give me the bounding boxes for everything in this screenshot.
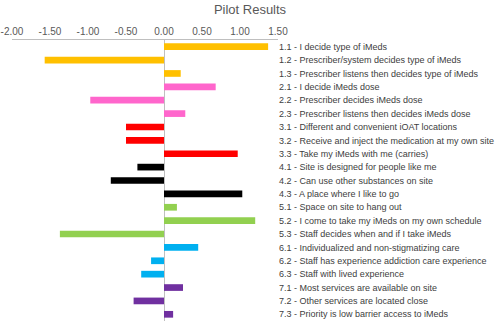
svg-text:4.3 - A place where I like to: 4.3 - A place where I like to go	[279, 189, 399, 199]
svg-text:7.2 - Other services are locat: 7.2 - Other services are located close	[279, 296, 428, 306]
svg-text:1.3 - Prescriber listens then: 1.3 - Prescriber listens then decides ty…	[279, 69, 479, 79]
svg-text:2.1 - I decide iMeds dose: 2.1 - I decide iMeds dose	[279, 82, 380, 92]
svg-text:1.2 - Prescriber/system decide: 1.2 - Prescriber/system decides type of …	[279, 55, 462, 65]
svg-text:5.3 - Staff decides when and i: 5.3 - Staff decides when and if I take i…	[279, 229, 451, 239]
svg-text:6.1 - Individualized and non-s: 6.1 - Individualized and non-stigmatizin…	[279, 243, 460, 253]
svg-text:3.2 - Receive and inject the m: 3.2 - Receive and inject the medication …	[279, 136, 494, 146]
svg-text:5.1 - Space on site to hang ou: 5.1 - Space on site to hang out	[279, 202, 402, 212]
svg-text:4.1 - Site is designed for peo: 4.1 - Site is designed for people like m…	[279, 162, 437, 172]
svg-text:2.3 - Prescriber listens then: 2.3 - Prescriber listens then decides iM…	[279, 109, 471, 119]
svg-text:1.50: 1.50	[268, 26, 288, 37]
svg-text:2.2 - Prescriber decides iMeds: 2.2 - Prescriber decides iMeds dose	[279, 95, 423, 105]
svg-text:Pilot Results: Pilot Results	[214, 2, 287, 17]
svg-text:3.1 - Different and convenient: 3.1 - Different and convenient iOAT loca…	[279, 122, 458, 132]
svg-text:1.00: 1.00	[230, 26, 250, 37]
svg-text:6.2 - Staff has experience add: 6.2 - Staff has experience addiction car…	[279, 256, 486, 266]
svg-text:4.2 - Can use other substances: 4.2 - Can use other substances on site	[279, 176, 433, 186]
svg-text:7.1 - Most services are availa: 7.1 - Most services are available on sit…	[279, 283, 437, 293]
svg-text:-1.00: -1.00	[77, 26, 100, 37]
svg-text:3.3 - Take my iMeds with me (c: 3.3 - Take my iMeds with me (carries)	[279, 149, 428, 159]
svg-text:0.50: 0.50	[192, 26, 212, 37]
svg-text:-1.50: -1.50	[39, 26, 62, 37]
svg-text:-0.50: -0.50	[115, 26, 138, 37]
svg-text:6.3 - Staff with lived experie: 6.3 - Staff with lived experience	[279, 269, 404, 279]
svg-text:0.00: 0.00	[154, 26, 174, 37]
svg-text:1.1 - I decide type of iMeds: 1.1 - I decide type of iMeds	[279, 42, 388, 52]
svg-text:7.3 - Priority is low barrier: 7.3 - Priority is low barrier access to …	[279, 309, 449, 319]
svg-text:5.2 - I come to take my iMeds: 5.2 - I come to take my iMeds on my own …	[279, 216, 482, 226]
svg-text:-2.00: -2.00	[1, 26, 24, 37]
